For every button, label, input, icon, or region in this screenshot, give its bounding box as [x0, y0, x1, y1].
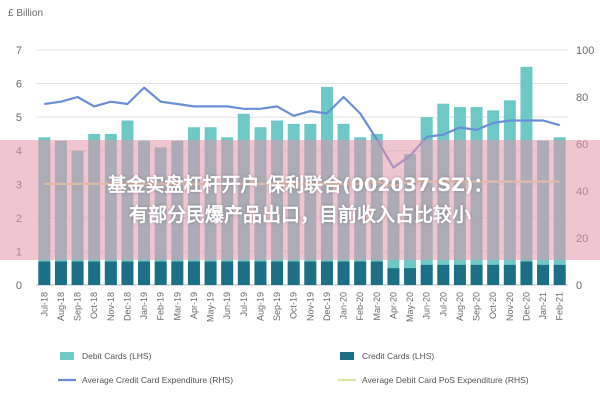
x-tick-label: Jul-19 — [239, 292, 249, 317]
x-tick-label: May-20 — [405, 292, 415, 322]
credit-card-bar — [154, 261, 167, 285]
x-tick-label: May-19 — [206, 292, 216, 322]
right-tick-label: 100 — [576, 45, 594, 57]
x-tick-label: Oct-18 — [89, 292, 99, 319]
x-tick-label: Aug-20 — [455, 292, 465, 321]
x-tick-label: Jan-19 — [139, 292, 149, 320]
credit-card-bar — [470, 264, 483, 285]
credit-card-bar — [304, 261, 317, 285]
x-tick-label: Nov-19 — [305, 292, 315, 321]
right-tick-label: 80 — [576, 92, 588, 104]
credit-card-bar — [254, 261, 267, 285]
headline-overlay: 基金实盘杠杆开户 保利联合(002037.SZ)： 有部分民爆产品出口，目前收入… — [0, 140, 600, 260]
headline-line-2: 有部分民爆产品出口，目前收入占比较小 — [128, 204, 471, 226]
x-tick-label: Sep-19 — [272, 292, 282, 321]
x-tick-label: Jan-21 — [538, 292, 548, 320]
credit-card-bar — [404, 268, 417, 285]
x-tick-label: Feb-21 — [555, 292, 565, 321]
credit-card-bar — [138, 261, 151, 285]
legend: Debit Cards (LHS) Credit Cards (LHS) Avera… — [58, 351, 529, 385]
credit-card-bar — [104, 261, 117, 285]
x-tick-label: Aug-18 — [56, 292, 66, 321]
left-tick-label: 6 — [16, 79, 22, 91]
credit-card-bar — [337, 261, 350, 285]
right-tick-label: 0 — [576, 280, 582, 292]
x-tick-label: Jan-20 — [339, 292, 349, 320]
x-tick-label: Oct-19 — [289, 292, 299, 319]
legend-label: Credit Cards (LHS) — [362, 351, 434, 361]
left-tick-label: 7 — [16, 45, 22, 57]
legend-label: Average Debit Card PoS Expenditure (RHS) — [362, 375, 529, 385]
credit-card-bar — [387, 268, 400, 285]
credit-card-bar — [38, 261, 51, 285]
credit-card-bar — [320, 261, 333, 285]
credit-card-bar — [271, 261, 284, 285]
left-tick-label: 0 — [16, 280, 22, 292]
x-tick-label: Feb-20 — [355, 292, 365, 321]
x-tick-label: Mar-19 — [172, 292, 182, 321]
credit-card-bar — [553, 264, 566, 285]
credit-card-bar — [71, 261, 84, 285]
x-tick-label: Mar-20 — [372, 292, 382, 321]
x-tick-label: Sep-20 — [472, 292, 482, 321]
legend-label: Debit Cards (LHS) — [82, 351, 152, 361]
x-tick-label: Dec-19 — [322, 292, 332, 321]
x-tick-label: Nov-20 — [505, 292, 515, 321]
x-axis-ticks: Jul-18 Aug-18 Sep-18 Oct-18 Nov-18 Dec-18 Jan-… — [39, 292, 564, 322]
credit-card-bar — [237, 261, 250, 285]
x-tick-label: Jun-20 — [422, 292, 432, 320]
legend-swatch — [340, 352, 354, 360]
credit-card-bar — [453, 264, 466, 285]
credit-card-bar — [503, 264, 516, 285]
credit-card-bar — [54, 261, 67, 285]
left-tick-label: 5 — [16, 112, 22, 124]
x-tick-label: Jun-19 — [222, 292, 232, 320]
credit-card-bar — [287, 261, 300, 285]
x-tick-label: Apr-19 — [189, 292, 199, 319]
credit-card-bar — [537, 264, 550, 285]
x-tick-label: Dec-18 — [122, 292, 132, 321]
x-tick-label: Sep-18 — [73, 292, 83, 321]
legend-swatch — [60, 352, 74, 360]
credit-card-bar — [121, 261, 134, 285]
left-axis-unit-label: £ Billion — [8, 8, 43, 19]
credit-card-bar — [88, 261, 101, 285]
credit-card-bar — [420, 264, 433, 285]
credit-card-bar — [187, 261, 200, 285]
credit-card-bar — [204, 261, 217, 285]
legend-label: Average Credit Card Expenditure (RHS) — [82, 375, 233, 385]
x-tick-label: Aug-19 — [255, 292, 265, 321]
credit-card-bar — [171, 261, 184, 285]
x-tick-label: Jul-20 — [438, 292, 448, 317]
x-tick-label: Jul-18 — [39, 292, 49, 317]
x-tick-label: Nov-18 — [106, 292, 116, 321]
credit-card-bar — [437, 264, 450, 285]
x-tick-label: Apr-20 — [388, 292, 398, 319]
credit-card-bar — [354, 261, 367, 285]
credit-card-bar — [487, 264, 500, 285]
credit-card-bar — [370, 261, 383, 285]
avg-credit-expenditure-line — [44, 86, 560, 169]
headline-line-1: 基金实盘杠杆开户 保利联合(002037.SZ)： — [107, 174, 493, 196]
x-tick-label: Dec-20 — [521, 292, 531, 321]
x-tick-label: Feb-19 — [156, 292, 166, 321]
credit-card-bar — [520, 261, 533, 285]
credit-card-bar — [221, 261, 234, 285]
x-tick-label: Oct-20 — [488, 292, 498, 319]
